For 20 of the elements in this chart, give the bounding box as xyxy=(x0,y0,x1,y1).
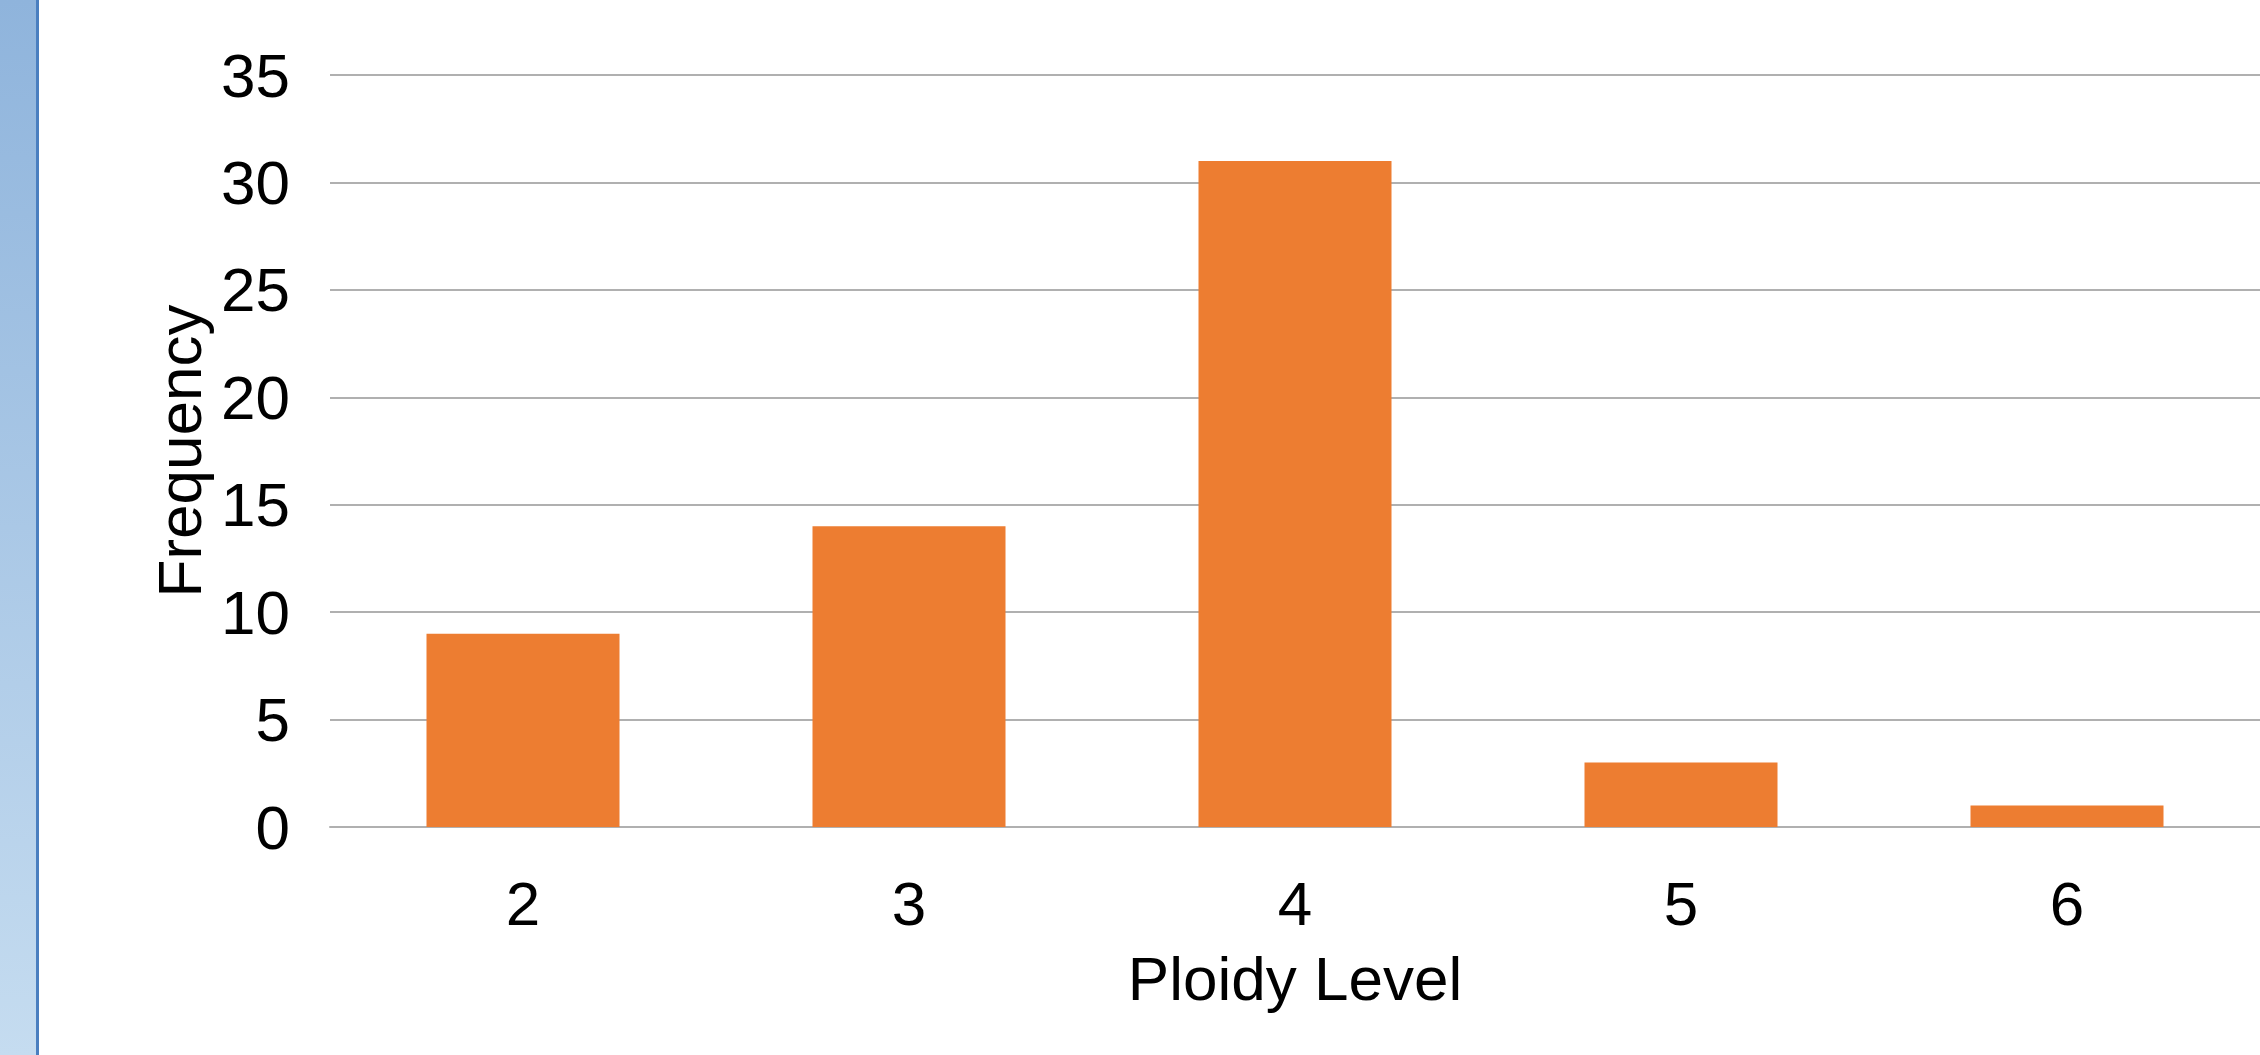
y-tick-label: 20 xyxy=(221,362,290,432)
y-tick-label: 25 xyxy=(221,255,290,325)
x-tick-label: 2 xyxy=(505,868,541,938)
x-tick-label: 5 xyxy=(1663,868,1699,938)
y-tick-label: 5 xyxy=(255,685,290,755)
x-tick-label: 4 xyxy=(1277,868,1313,938)
bar xyxy=(426,633,620,827)
x-tick-label: 3 xyxy=(891,868,927,938)
x-tick-label: 6 xyxy=(2049,868,2085,938)
y-tick-label: 30 xyxy=(221,147,290,217)
bar xyxy=(1198,160,1392,827)
y-tick-label: 10 xyxy=(221,577,290,647)
bar xyxy=(1584,762,1778,827)
y-tick-label: 0 xyxy=(255,792,290,862)
y-axis-title: Frequency xyxy=(144,304,214,598)
y-tick-label: 35 xyxy=(221,40,290,110)
y-tick-label: 15 xyxy=(221,470,290,540)
bar xyxy=(1970,805,2164,827)
bar xyxy=(812,526,1006,827)
x-axis-title: Ploidy Level xyxy=(1127,943,1463,1013)
